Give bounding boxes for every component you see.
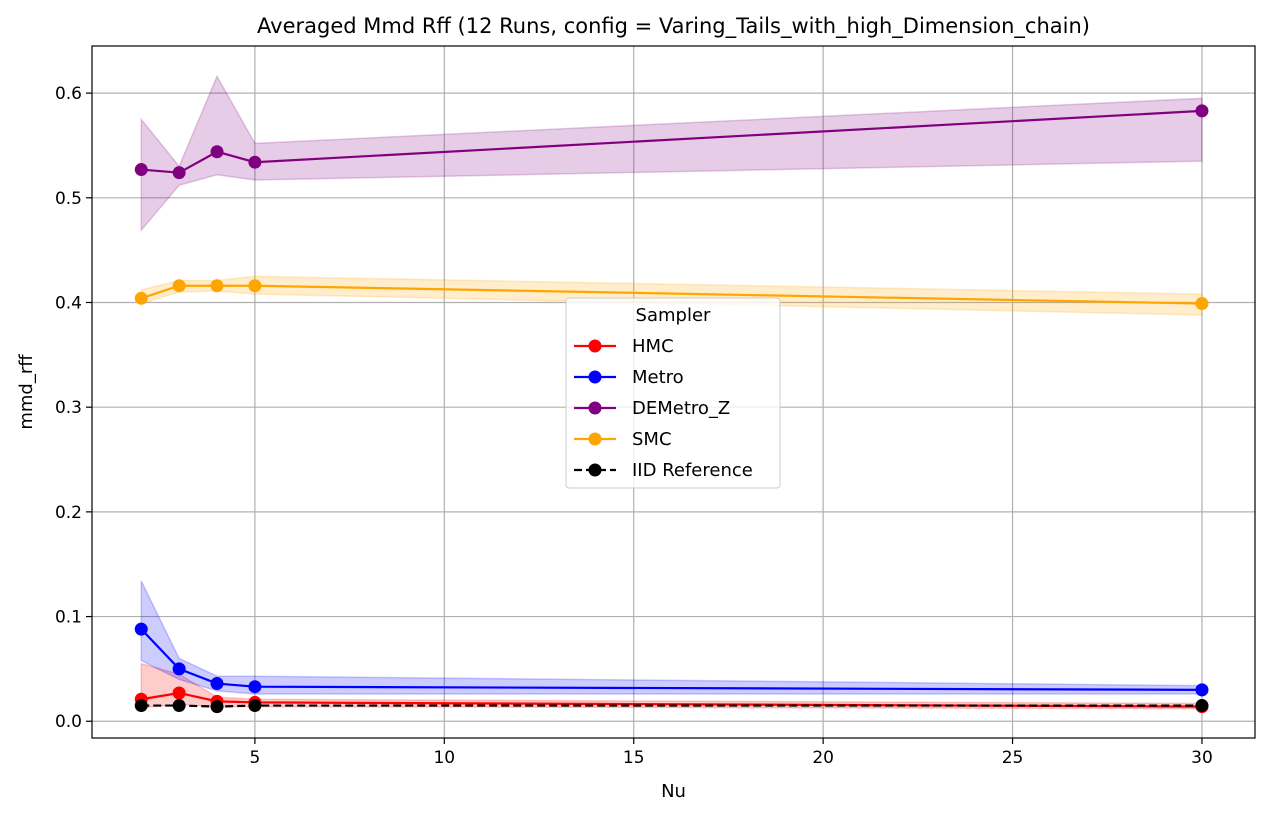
legend-smc-marker [588,432,602,446]
smc-point [172,279,186,293]
smc-band [140,275,1203,316]
demetro-z-point [134,163,148,177]
iid-reference-point [172,699,186,713]
y-tick-label: 0.5 [55,189,82,209]
legend-hmc-marker [588,339,602,353]
demetro-z-band [140,74,1203,233]
legend-hmc-label: HMC [632,336,674,357]
x-tick-label: 25 [1002,748,1024,768]
legend-demetro-z-marker [588,401,602,415]
x-tick-label: 10 [433,748,455,768]
smc-point [248,279,262,293]
metro-point [248,680,262,694]
y-tick-label: 0.1 [55,608,82,628]
iid-reference-point [248,699,262,713]
y-tick-label: 0.4 [55,293,82,313]
x-tick-label: 30 [1191,748,1213,768]
y-tick-label: 0.6 [55,84,82,104]
legend-entries: HMC Metro DEMetro_Z SMC IID Reference [574,336,753,481]
x-axis-ticks: 5 10 15 20 25 30 [249,738,1213,768]
metro-point [172,662,186,676]
smc-point [134,291,148,305]
x-tick-label: 5 [249,748,260,768]
series-markers [134,104,1209,714]
x-axis-label: Nu [661,781,686,802]
y-axis-ticks: 0.0 0.1 0.2 0.3 0.4 0.5 0.6 [55,84,92,732]
y-axis-label: mmd_rff [16,354,37,430]
iid-reference-point [1195,699,1209,713]
y-tick-label: 0.2 [55,503,82,523]
smc-point [210,279,224,293]
legend-demetro-z-label: DEMetro_Z [632,398,730,419]
demetro-z-point [172,166,186,180]
confidence-bands [140,74,1203,710]
demetro-z-point [210,145,224,159]
demetro-z-point [248,155,262,169]
legend-box [565,297,781,489]
smc-point [1195,297,1209,311]
chart-title: Averaged Mmd Rff (12 Runs, config = Vari… [257,14,1090,39]
legend-metro-label: Metro [632,367,684,388]
y-tick-label: 0.0 [55,712,82,732]
x-tick-label: 15 [623,748,645,768]
legend: Sampler HMC Metro DEMetro_Z SMC IID Referenc… [565,297,781,489]
hmc-point [172,686,186,700]
legend-metro-marker [588,370,602,384]
plot-frame [91,45,1256,739]
legend-iid-reference-label: IID Reference [632,460,753,481]
grid [92,46,1255,738]
x-tick-label: 20 [812,748,834,768]
demetro-z-point [1195,104,1209,118]
y-tick-label: 0.3 [55,398,82,418]
legend-iid-reference-marker [588,463,602,477]
iid-reference-point [210,700,224,714]
iid-reference-line [141,704,1202,708]
metro-band [140,580,1203,695]
legend-smc-label: SMC [632,429,672,450]
iid-reference-point [134,699,148,713]
metro-point [1195,683,1209,697]
metro-point [210,677,224,691]
legend-title: Sampler [636,305,711,326]
metro-point [134,622,148,636]
